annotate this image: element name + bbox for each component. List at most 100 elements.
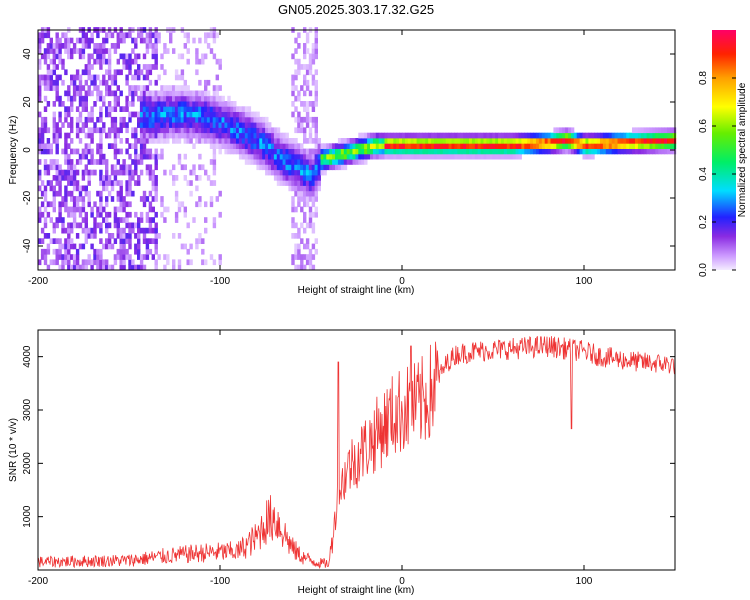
spectrogram-cell [268, 122, 272, 128]
spectrogram-cell [297, 227, 301, 234]
spectrogram-cell [667, 127, 671, 134]
spectrogram-cell [195, 106, 199, 112]
spectrogram-cell [137, 233, 141, 239]
spectrogram-cell [163, 138, 167, 144]
snr-x-tick-label: -100 [210, 576, 230, 587]
spectrogram-cell [81, 101, 86, 107]
spectrogram-cell [355, 138, 359, 144]
spectrogram-cell [40, 132, 45, 139]
spectrogram-cell [40, 180, 45, 186]
spectrogram-cell [52, 175, 56, 181]
spectrogram-cell [87, 159, 91, 165]
spectrogram-cell [469, 138, 473, 144]
spectrogram-cell [157, 116, 161, 123]
spectrogram-cell [626, 132, 630, 139]
spectrogram-cell [337, 148, 342, 155]
spectrogram-cell [238, 106, 243, 112]
spectrogram-cell [271, 143, 275, 149]
spectrogram-cell [218, 132, 222, 139]
spectrogram-cell [134, 111, 138, 118]
spectrogram-cell [402, 153, 406, 160]
spectrogram-cell [297, 43, 301, 49]
spectrogram-cell [157, 37, 161, 44]
spectrogram-cell [78, 85, 83, 91]
spectrogram-cell [189, 111, 193, 118]
spectrogram-cell [518, 143, 522, 149]
spectrogram-cell [367, 132, 371, 139]
spectrogram-cell [46, 169, 51, 176]
spectrogram-cell [99, 238, 103, 244]
spectrogram-cell [67, 254, 71, 260]
spectrogram-cell [116, 190, 120, 197]
spectrogram-cell [311, 101, 316, 107]
spectrogram-cell [128, 233, 132, 239]
spectrogram-cell [204, 122, 208, 128]
spectrogram-cell [58, 180, 62, 186]
spectrogram-cell [466, 138, 470, 144]
spectrogram-cell [471, 143, 476, 149]
spectrogram-cell [291, 180, 295, 186]
spectrogram-cell [300, 238, 304, 244]
spectrogram-cell [151, 48, 155, 54]
spectrogram-cell [215, 106, 219, 112]
spectrogram-cell [431, 132, 435, 139]
spectrogram-cell [282, 159, 286, 165]
spectrogram-cell [93, 248, 97, 255]
spectrogram-cell [102, 48, 106, 54]
spectrogram-cell [84, 79, 88, 86]
spectrogram-cell [617, 138, 621, 144]
spectrogram-cell [134, 74, 138, 81]
spectrogram-x-tick-label: -100 [210, 276, 230, 287]
spectrogram-cell [67, 48, 71, 54]
spectrogram-cell [90, 259, 94, 266]
spectrogram-cell [177, 74, 182, 81]
spectrogram-cell [96, 143, 100, 149]
spectrogram-cell [276, 127, 281, 134]
spectrogram-cell [192, 217, 196, 223]
spectrogram-cell [265, 148, 269, 155]
spectrogram-cell [61, 254, 65, 260]
spectrogram-cell [326, 164, 330, 171]
spectrogram-cell [236, 111, 240, 118]
spectrogram-cell [125, 53, 129, 60]
spectrogram-cell [262, 143, 266, 149]
spectrogram-cell [469, 143, 473, 149]
spectrogram-cell [160, 148, 164, 155]
spectrogram-cell [142, 138, 147, 144]
spectrogram-cell [664, 132, 668, 139]
spectrogram-cell [81, 43, 86, 49]
spectrogram-cell [512, 132, 517, 139]
spectrogram-cell [212, 122, 217, 128]
spectrogram-cell [343, 164, 348, 171]
spectrogram-cell [294, 206, 298, 213]
spectrogram-cell [157, 95, 161, 102]
spectrogram-cell [291, 259, 295, 266]
spectrogram-cell [533, 143, 537, 149]
spectrogram-cell [142, 143, 147, 149]
spectrogram-cell [148, 79, 153, 86]
spectrogram-cell [238, 127, 243, 134]
spectrogram-cell [204, 101, 208, 107]
spectrogram-cell [90, 264, 94, 271]
spectrogram-cell [436, 148, 441, 155]
spectrogram-cell [276, 164, 281, 171]
spectrogram-cell [439, 148, 444, 155]
spectrogram-cell [122, 206, 126, 213]
spectrogram-cell [428, 153, 432, 160]
spectrogram-cell [55, 248, 59, 255]
spectrogram-cell [294, 175, 298, 181]
spectrogram-cell [629, 132, 633, 139]
spectrogram-cell [102, 127, 106, 134]
spectrogram-cell [407, 138, 412, 144]
spectrogram-cell [474, 132, 479, 139]
spectrogram-cell [84, 164, 88, 171]
spectrogram-cell [300, 122, 304, 128]
spectrogram-cell [667, 148, 671, 155]
spectrogram-cell [49, 201, 53, 208]
spectrogram-cell [58, 264, 62, 271]
spectrogram-cell [311, 180, 316, 186]
spectrogram-cell [64, 185, 68, 192]
spectrogram-cell [116, 85, 120, 91]
spectrogram-cell [378, 138, 383, 144]
spectrogram-cell [122, 64, 126, 70]
